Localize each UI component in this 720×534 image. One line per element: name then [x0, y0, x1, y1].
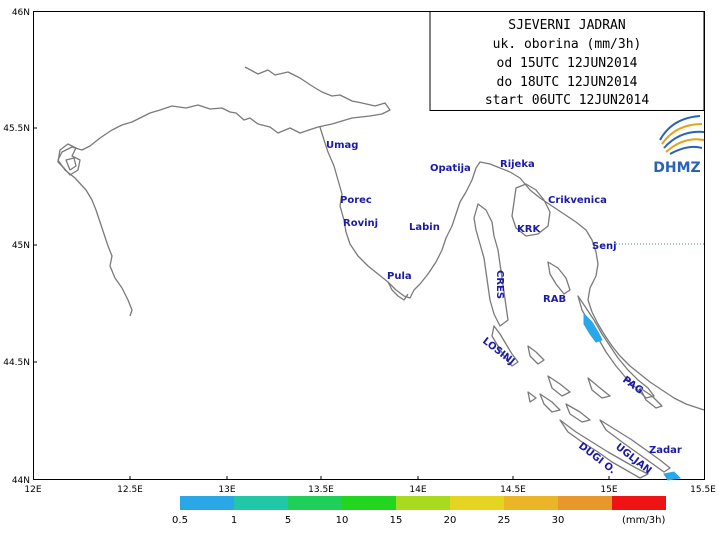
dhmz-logo-text: DHMZ	[653, 160, 700, 176]
x-tick-label: 13E	[218, 485, 235, 495]
precip-area-zadar	[663, 471, 682, 481]
x-tick-labels: 12E 12.5E 13E 13.5E 14E 14.5E 15E 15.5E	[24, 485, 716, 495]
axis-ticks	[33, 127, 610, 480]
y-tick-label: 46N	[12, 8, 30, 18]
title-line: SJEVERNI JADRAN	[508, 18, 625, 33]
legend-swatch	[558, 496, 612, 510]
y-tick-labels: 46N 45.5N 45N 44.5N 44N	[3, 8, 30, 486]
place-label-rab: RAB	[543, 294, 566, 305]
title-box: SJEVERNI JADRAN uk. oborina (mm/3h) od 1…	[429, 11, 705, 111]
dhmz-logo-swirl	[659, 115, 705, 155]
legend-colorbar	[180, 496, 666, 510]
legend-tick-label: 30	[552, 515, 565, 526]
x-tick-label: 12.5E	[117, 485, 143, 495]
place-label-pula: Pula	[387, 271, 412, 282]
title-line: do 18UTC 12JUN2014	[497, 75, 638, 90]
place-label-labin: Labin	[409, 222, 440, 233]
precip-layer	[583, 312, 682, 481]
legend-swatch	[504, 496, 558, 510]
title-line: od 15UTC 12JUN2014	[497, 56, 638, 71]
x-tick-label: 14E	[409, 485, 426, 495]
place-label-krk: KRK	[517, 224, 541, 235]
legend-unit: (mm/3h)	[622, 515, 665, 526]
legend-tick-label: 5	[285, 515, 291, 526]
y-tick-label: 44N	[12, 476, 30, 486]
place-label-senj: Senj	[592, 241, 617, 252]
place-labels: Umag Porec Rovinj Pula Labin Opatija Rij…	[326, 140, 682, 456]
legend-swatch	[450, 496, 504, 510]
coastline	[57, 66, 705, 479]
x-tick-label: 15E	[600, 485, 617, 495]
x-tick-label: 13.5E	[308, 485, 334, 495]
title-line: start 06UTC 12JUN2014	[485, 93, 650, 108]
x-tick-label: 12E	[24, 485, 41, 495]
dhmz-logo: DHMZ	[653, 115, 705, 176]
place-label-porec: Porec	[340, 195, 372, 206]
x-tick-label: 15.5E	[690, 485, 716, 495]
legend-swatch	[288, 496, 342, 510]
legend-swatch	[180, 496, 234, 510]
place-label-zadar: Zadar	[649, 445, 682, 456]
legend-tick-label: 0.5	[172, 515, 188, 526]
place-label-crikvenica: Crikvenica	[548, 195, 607, 206]
legend-swatch	[396, 496, 450, 510]
place-label-rovinj: Rovinj	[343, 218, 378, 229]
place-label-opatija: Opatija	[430, 163, 471, 174]
legend-swatch	[612, 496, 666, 510]
y-tick-label: 44.5N	[3, 358, 30, 368]
precip-area-pag	[583, 312, 603, 343]
legend-swatch	[342, 496, 396, 510]
y-tick-label: 45.5N	[3, 124, 30, 134]
title-line: uk. oborina (mm/3h)	[493, 37, 642, 52]
y-tick-label: 45N	[12, 241, 30, 251]
x-tick-label: 14.5E	[500, 485, 526, 495]
legend-tick-label: 20	[444, 515, 457, 526]
place-label-umag: Umag	[326, 140, 358, 151]
island-label-cres: CRES	[494, 270, 505, 299]
legend-tick-label: 1	[231, 515, 237, 526]
legend-swatch	[234, 496, 288, 510]
legend-tick-label: 25	[498, 515, 511, 526]
legend-tick-label: 15	[390, 515, 403, 526]
place-label-rijeka: Rijeka	[500, 159, 535, 170]
legend-tick-label: 10	[336, 515, 349, 526]
legend-labels: 0.5 1 5 10 15 20 25 30	[172, 515, 564, 526]
